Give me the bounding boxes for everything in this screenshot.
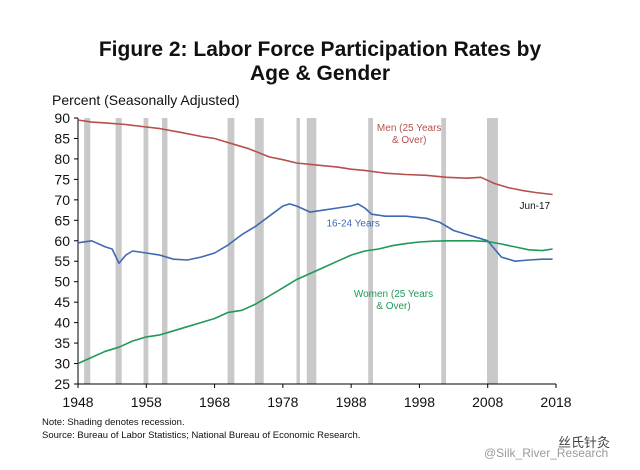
recession-band	[441, 118, 447, 384]
x-tick-label: 1988	[336, 394, 367, 410]
y-tick-label: 80	[54, 151, 70, 167]
x-tick-label: 2008	[472, 394, 503, 410]
recession-band	[115, 118, 122, 384]
recession-band	[227, 118, 235, 384]
recession-band	[143, 118, 149, 384]
y-tick-label: 85	[54, 130, 70, 146]
recession-band	[296, 118, 300, 384]
series-label: 16-24 Years	[326, 218, 379, 229]
y-tick-label: 45	[54, 294, 70, 310]
axes: 25 30 35 40 45 50 55 60 65 70 75 80 85 90 1948 1958 1968…	[54, 110, 571, 410]
note-text: Note: Shading denotes recession.	[42, 417, 185, 428]
y-tick-label: 25	[54, 376, 70, 392]
recession-band	[84, 118, 91, 384]
x-tick-label: 1958	[131, 394, 162, 410]
x-tick-label: 2018	[540, 394, 571, 410]
y-tick-label: 55	[54, 253, 70, 269]
y-tick-label: 60	[54, 233, 70, 249]
x-tick-label: 1998	[404, 394, 435, 410]
series-lines	[77, 119, 553, 365]
chart-title-line2: Age & Gender	[249, 62, 391, 85]
y-tick-label: 90	[54, 110, 70, 126]
series-line-men-25-years-over	[77, 119, 553, 196]
y-tick-label: 75	[54, 171, 70, 187]
series-label: Women (25 Years & Over)	[354, 289, 433, 312]
series-line-16-24-years	[77, 203, 553, 265]
chart-title: Figure 2: Labor Force Participation Rate…	[98, 38, 542, 61]
jun-17-annotation: Jun-17	[520, 201, 551, 212]
x-tick-label: 1948	[62, 394, 93, 410]
recession-band	[254, 118, 264, 384]
y-axis-label: Percent (Seasonally Adjusted)	[52, 92, 240, 108]
recession-band	[306, 118, 317, 384]
series-labels: Men (25 Years & Over) 16-24 Years Women (25…	[326, 123, 550, 312]
source-text: Source: Bureau of Labor Statistics; Nati…	[42, 430, 361, 441]
recession-bands	[84, 118, 498, 384]
watermark-logo-text: 丝氏针灸	[558, 435, 611, 450]
series-line-women-25-years-over	[77, 240, 553, 365]
x-tick-label: 1978	[267, 394, 298, 410]
y-tick-label: 50	[54, 274, 70, 290]
y-tick-label: 35	[54, 335, 70, 351]
recession-band	[487, 118, 498, 384]
recession-band	[368, 118, 373, 384]
series-label: Men (25 Years & Over)	[377, 123, 442, 146]
watermark-text: @Silk_River_Research	[484, 446, 609, 460]
y-tick-label: 70	[54, 192, 70, 208]
y-tick-label: 65	[54, 212, 70, 228]
y-tick-label: 40	[54, 315, 70, 331]
y-tick-label: 30	[54, 356, 70, 372]
recession-band	[161, 118, 168, 384]
x-tick-label: 1968	[199, 394, 230, 410]
